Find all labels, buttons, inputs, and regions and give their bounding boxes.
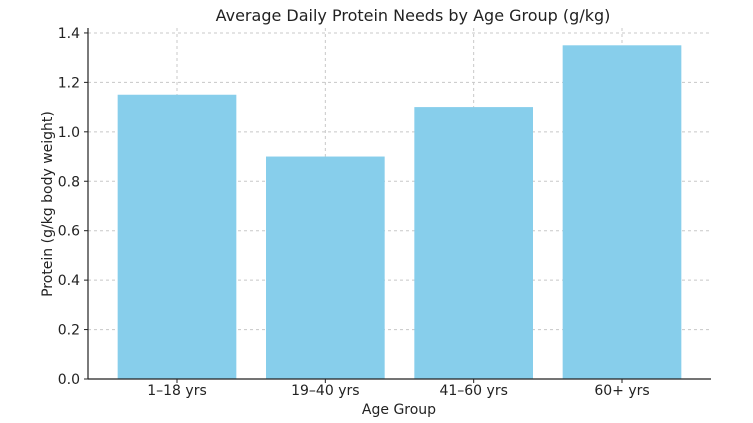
y-tick-label-5: 1.0 xyxy=(58,125,80,141)
y-tick-label-4: 0.8 xyxy=(58,174,80,190)
x-tick-label-3: 60+ yrs xyxy=(594,383,649,399)
y-tick-label-7: 1.4 xyxy=(58,26,80,42)
y-axis-label: Protein (g/kg body weight) xyxy=(40,111,56,297)
bar-0 xyxy=(117,94,237,379)
bar-3 xyxy=(562,45,682,379)
bars xyxy=(117,45,682,379)
y-tick-label-3: 0.6 xyxy=(58,224,80,240)
y-tick-label-2: 0.4 xyxy=(58,273,80,289)
chart-title: Average Daily Protein Needs by Age Group… xyxy=(216,6,611,25)
x-tick-label-0: 1–18 yrs xyxy=(147,383,207,399)
axes xyxy=(84,28,711,383)
bar-2 xyxy=(414,107,533,379)
y-tick-label-1: 0.2 xyxy=(58,323,80,339)
x-axis-label: Age Group xyxy=(362,402,436,418)
y-tick-label-6: 1.2 xyxy=(58,75,80,91)
bar-1 xyxy=(266,156,385,379)
y-tick-label-0: 0.0 xyxy=(58,372,80,388)
x-tick-label-1: 19–40 yrs xyxy=(291,383,359,399)
tick-labels: 0.0 0.2 0.4 0.6 0.8 1.0 1.2 1.4 1–18 yrs 19–40 yr… xyxy=(58,26,650,399)
x-tick-label-2: 41–60 yrs xyxy=(439,383,507,399)
